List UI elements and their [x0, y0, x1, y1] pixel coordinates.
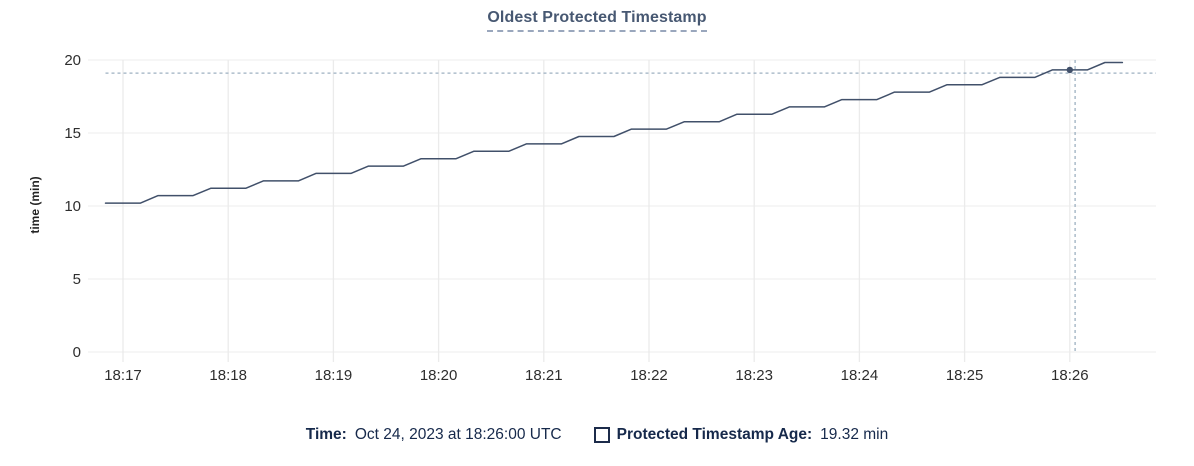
x-tick-label: 18:24 — [841, 367, 879, 384]
legend-series-value: 19.32 min — [820, 426, 889, 443]
hover-legend: Time: Oct 24, 2023 at 18:26:00 UTC Prote… — [0, 423, 1194, 447]
y-tick-label: 15 — [64, 125, 81, 142]
x-tick-label: 18:23 — [735, 367, 773, 384]
x-tick-label: 18:20 — [420, 367, 458, 384]
x-tick-label: 18:21 — [525, 367, 563, 384]
chart-header: Oldest Protected Timestamp — [0, 9, 1194, 32]
legend-series-checkbox[interactable] — [593, 427, 610, 443]
x-tick-label: 18:22 — [630, 367, 668, 384]
legend-series-label: Protected Timestamp Age: — [616, 426, 813, 443]
x-tick-label: 18:18 — [209, 367, 247, 384]
chart-title[interactable]: Oldest Protected Timestamp — [487, 9, 707, 32]
y-tick-label: 10 — [64, 198, 81, 215]
legend-time-label: Time: — [305, 426, 347, 443]
x-tick-label: 18:25 — [946, 367, 984, 384]
hover-point-dot — [1066, 66, 1074, 74]
y-tick-label: 0 — [73, 344, 81, 361]
x-tick-label: 18:26 — [1051, 367, 1089, 384]
x-tick-label: 18:17 — [104, 367, 142, 384]
y-tick-label: 20 — [64, 52, 81, 69]
chart-plot-area[interactable]: 0 5 10 15 20 18:17 18:18 18:19 18:20 18:21 18:22 18… — [0, 0, 1194, 410]
y-tick-label: 5 — [73, 271, 81, 288]
series-line — [104, 61, 1124, 204]
x-tick-label: 18:19 — [315, 367, 353, 384]
legend-time-value: Oct 24, 2023 at 18:26:00 UTC — [354, 426, 562, 443]
